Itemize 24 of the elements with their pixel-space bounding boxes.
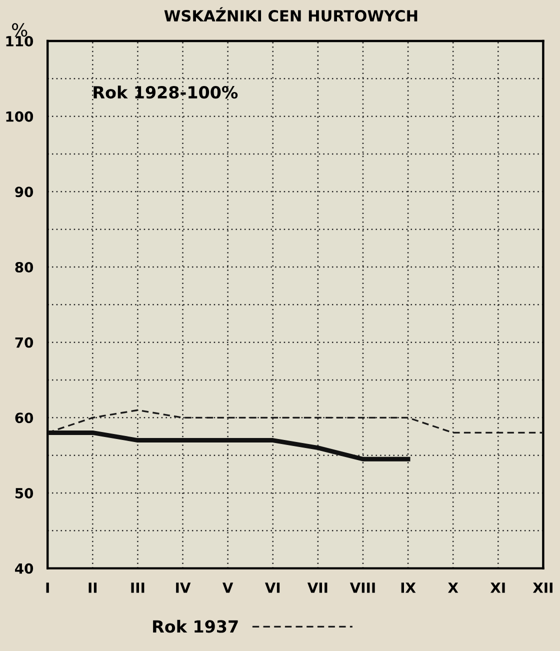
y-tick-label: 100 — [6, 111, 34, 122]
x-tick-label: XI — [490, 582, 505, 593]
y-tick-label: 60 — [15, 412, 34, 424]
y-tick-label: 70 — [15, 337, 34, 348]
x-tick-label: II — [88, 582, 97, 593]
x-tick-label: IV — [176, 582, 191, 593]
x-tick-label: XII — [532, 582, 552, 593]
text: Rok 1937 — [153, 620, 238, 633]
x-tick-label: I — [46, 582, 49, 593]
y-tick-label: 110 — [6, 36, 34, 46]
x-tick-label: IX — [401, 582, 416, 593]
y-axis-title: % — [12, 23, 28, 37]
y-tick-label: 50 — [15, 488, 34, 498]
x-tick-label: VIII — [350, 582, 375, 593]
x-tick-label: VII — [307, 582, 328, 593]
annotation: Rok 1928-100% — [94, 86, 238, 99]
y-tick-label: 80 — [15, 262, 34, 272]
chart-title: WSKAŹNIKI CEN HURTOWYCH — [164, 7, 418, 22]
x-tick-label: V — [222, 582, 234, 593]
x-tick-label: VI — [264, 582, 280, 593]
y-tick-label: 90 — [15, 186, 34, 198]
x-tick-label: III — [131, 582, 144, 593]
y-tick-label: 40 — [15, 563, 34, 574]
x-tick-label: X — [448, 582, 458, 593]
